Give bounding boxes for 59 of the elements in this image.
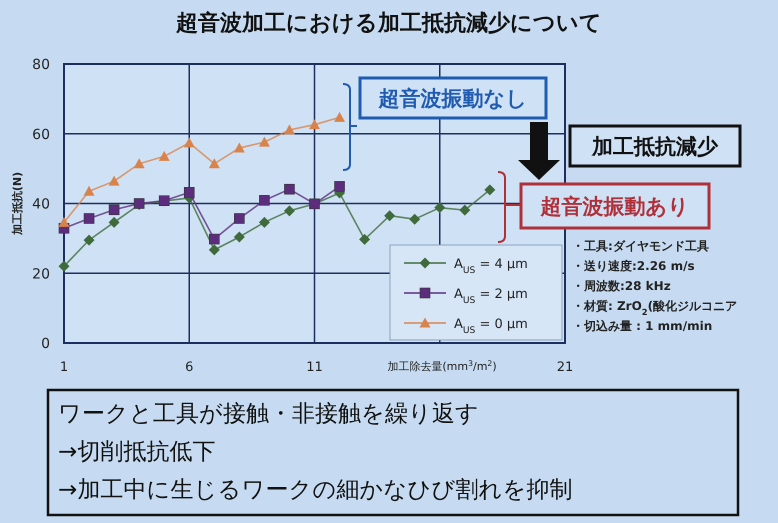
point — [58, 216, 70, 227]
x-tick-label: 6 — [185, 360, 194, 375]
point — [234, 231, 245, 242]
legend-label: A$_{US}$ = 0 µm — [454, 317, 528, 336]
point — [84, 186, 95, 196]
y-tick-label: 80 — [32, 57, 50, 73]
point — [359, 234, 370, 245]
text: ・送り速度:2.26 m/s — [572, 259, 695, 273]
point — [208, 158, 220, 168]
point — [84, 234, 95, 246]
point — [334, 181, 345, 192]
point — [284, 205, 295, 216]
point — [208, 244, 220, 256]
point — [484, 184, 496, 196]
text: ・切込み量 : 1 mm/min — [572, 319, 712, 333]
y-tick-label: 40 — [32, 196, 50, 212]
point — [234, 213, 245, 224]
point — [184, 187, 195, 198]
text: 加工抵抗減少 — [591, 134, 719, 159]
point — [209, 234, 220, 244]
point — [84, 213, 94, 224]
text: ・材質: ZrO$_{2}$(酸化ジルコニア — [572, 299, 738, 317]
x-tick-label: 1 — [60, 360, 68, 375]
y-tick-label: 20 — [32, 266, 50, 282]
text: ・周波数:28 kHz — [572, 279, 671, 293]
x-tick-label: 21 — [556, 360, 574, 375]
point — [409, 214, 420, 225]
point — [134, 158, 145, 168]
point — [258, 216, 270, 228]
point — [108, 216, 120, 228]
point — [108, 176, 120, 186]
legend-label: A$_{US}$ = 4 µm — [454, 257, 528, 276]
text: →加工中に生じるワークの細かなひび割れを抑制 — [58, 477, 572, 503]
point — [284, 124, 295, 134]
text: ・工具:ダイヤモンド工具 — [572, 239, 709, 253]
annotation: 超音波振動なし — [378, 86, 528, 111]
legend-label: A$_{US}$ = 2 µm — [454, 287, 528, 306]
point — [384, 210, 396, 222]
x-axis-title: 加工除去量(mm$^{3}$/m$^{2}$) — [387, 358, 497, 373]
point — [334, 112, 346, 122]
chart-title: 超音波加工における加工抵抗減少について — [175, 10, 602, 36]
point — [258, 136, 270, 147]
text: ワークと工具が接触・非接触を繰り返す — [58, 401, 479, 427]
point — [309, 119, 320, 130]
point — [158, 150, 170, 161]
y-axis-title: 加工抵抗(N) — [11, 172, 24, 236]
point — [184, 137, 195, 148]
y-tick-label: 60 — [32, 126, 50, 143]
x-tick-label: 11 — [306, 360, 323, 375]
point — [284, 184, 295, 194]
point — [234, 142, 245, 153]
y-tick-label: 0 — [41, 336, 50, 352]
point — [459, 204, 470, 216]
point — [58, 260, 70, 272]
annotation: 超音波振動あり — [540, 194, 690, 219]
point — [434, 202, 446, 214]
point — [259, 195, 270, 206]
text: →切削抵抗低下 — [58, 439, 216, 465]
point — [108, 204, 120, 216]
